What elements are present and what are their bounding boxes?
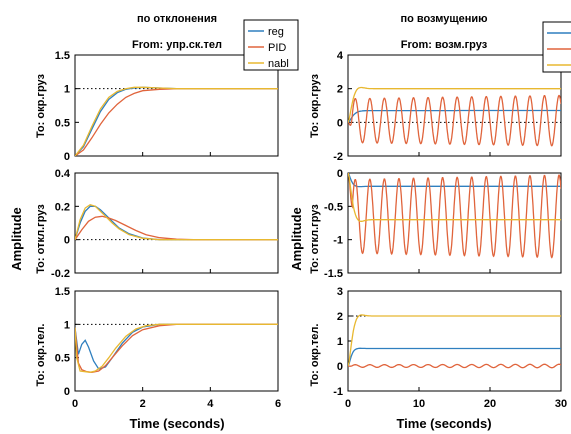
panel-r0c1-ytick-label: 2 <box>337 84 343 96</box>
panel-r2c0-ytick-label: 1 <box>64 319 70 331</box>
panel-r0c0-ytick-label: 0 <box>64 151 70 163</box>
panel-r2c1-ytick-label: 1 <box>337 336 343 348</box>
panel-r2c1-xtick-label: 20 <box>484 398 496 410</box>
row-label-left-2: To: окр.тел. <box>35 324 47 387</box>
panel-r0c0-ytick-label: 1.5 <box>55 50 70 62</box>
x-axis-label-left: Time (seconds) <box>129 416 224 431</box>
panel-r0c0-ytick-label: 0.5 <box>55 117 70 129</box>
y-axis-common-label-right: Amplitude <box>289 207 304 271</box>
panel-r2c1-ytick-label: 3 <box>337 286 343 298</box>
panel-r0c0-ytick-label: 1 <box>64 84 70 96</box>
panel-r2c1-xtick-label: 30 <box>555 398 567 410</box>
panel-r2c1-series-reg <box>348 347 561 367</box>
panel-r1c0-ytick-label: 0.2 <box>55 201 70 213</box>
row-label-right-2: To: окр.тел. <box>309 324 321 387</box>
panel-r0c1-series-nabl <box>348 86 561 123</box>
panel-r2c1-xtick-label: 10 <box>413 398 425 410</box>
panel-r0c1-ytick-label: -2 <box>333 151 343 163</box>
axes-layer: 00.511.5-2024-0.200.20.4-1.5-1-0.5000.51… <box>51 50 567 410</box>
series-layer <box>75 86 561 373</box>
panel-r2c0-ytick-label: 0 <box>64 386 70 398</box>
column-from-right: From: возм.груз <box>401 39 488 51</box>
panel-r2c1-frame <box>347 290 562 392</box>
panel-r1c0-ytick-label: -0.2 <box>51 268 70 280</box>
panel-r1c1-ytick-label: -1 <box>333 235 343 247</box>
column-title-right: по возмущению <box>400 13 487 25</box>
y-axis-common-label-left: Amplitude <box>9 207 24 271</box>
panel-r1c1-ytick-label: 0 <box>337 168 343 180</box>
legend-frame-right <box>542 21 571 73</box>
panel-r2c1-series-pid <box>348 363 561 369</box>
panel-r2c1-ytick-label: 0 <box>337 361 343 373</box>
panel-r2c0-xtick-label: 6 <box>275 398 281 410</box>
legend-frame <box>243 19 299 71</box>
panel-r2c1-xtick-label: 0 <box>345 398 351 410</box>
legend-entry-pid: PID <box>268 42 286 54</box>
column-from-left: From: упр.ск.тел <box>132 39 222 51</box>
panel-r2c1-ytick-label: -1 <box>333 386 343 398</box>
panel-r0c0-series-nabl <box>75 86 278 156</box>
panel-r1c1-ytick-label: -1.5 <box>324 268 343 280</box>
column-title-left: по отклонения <box>137 13 217 25</box>
panel-r2c0-series-nabl <box>75 323 278 373</box>
legend-entry-reg: reg <box>268 26 284 38</box>
panel-r0c1-series-pid <box>348 94 561 147</box>
legend-entry-nabl: nabl <box>268 58 289 70</box>
panel-r1c0-ytick-label: 0 <box>64 235 70 247</box>
panel-r1c0-series-nabl <box>75 203 278 241</box>
row-label-right-0: To: окр.груз <box>309 73 321 137</box>
panel-r1c0-frame <box>74 172 279 274</box>
panel-r0c1-ytick-label: 4 <box>337 50 344 62</box>
row-label-left-1: To: откл.груз <box>35 204 47 274</box>
row-label-left-0: To: окр.груз <box>35 73 47 137</box>
panel-r2c1-ytick-label: 2 <box>337 311 343 323</box>
legend-box-right-clipped <box>542 21 571 73</box>
labels-layer: по отклонения по возмущению From: упр.ск… <box>9 13 492 431</box>
panel-r2c1-series-nabl <box>348 314 561 367</box>
panel-r1c1-series-nabl <box>348 173 561 222</box>
panel-r0c1-ytick-label: 0 <box>337 117 343 129</box>
legend-box: reg PID nabl <box>243 19 299 71</box>
panel-r2c0-ytick-label: 1.5 <box>55 286 70 298</box>
panel-r1c1-series-pid <box>348 173 561 259</box>
panel-r2c0-ytick-label: 0.5 <box>55 353 70 365</box>
panel-r1c0-ytick-label: 0.4 <box>55 168 71 180</box>
panel-r2c0-xtick-label: 2 <box>140 398 146 410</box>
panel-r2c0-xtick-label: 0 <box>72 398 78 410</box>
panel-r0c0-frame <box>74 54 279 157</box>
x-axis-label-right: Time (seconds) <box>396 416 491 431</box>
panel-r1c1-ytick-label: -0.5 <box>324 201 343 213</box>
panel-r2c0-xtick-label: 4 <box>207 398 214 410</box>
row-label-right-1: To: откл.груз <box>309 204 321 274</box>
panel-r2c0-frame <box>74 290 279 392</box>
